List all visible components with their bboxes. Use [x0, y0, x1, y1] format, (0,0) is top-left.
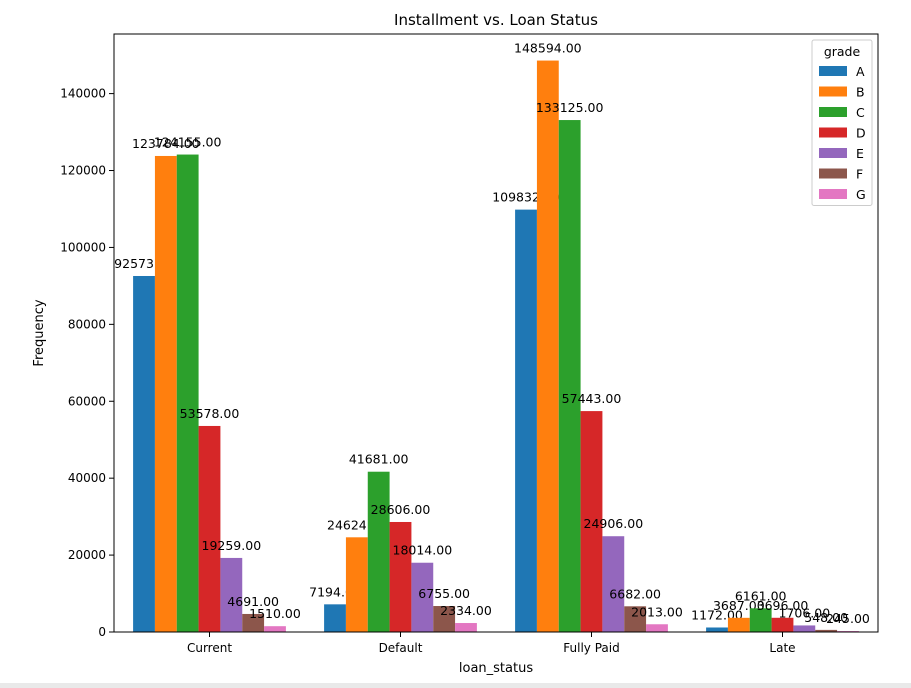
legend-label-e: E — [856, 146, 864, 161]
data-label: 57443.00 — [562, 391, 622, 406]
legend-label-b: B — [856, 85, 865, 100]
bar-f-late — [815, 629, 838, 632]
window-bottom-edge — [0, 683, 911, 688]
legend-swatch-d — [819, 127, 847, 138]
data-label: 19259.00 — [202, 538, 262, 553]
bar-g-current — [264, 626, 286, 632]
bar-a-late — [706, 627, 728, 632]
bar-d-default — [389, 521, 412, 632]
legend-label-d: D — [856, 126, 866, 141]
x-tick-label: Fully Paid — [563, 641, 619, 655]
data-label: 133125.00 — [536, 100, 604, 115]
x-tick-label: Default — [379, 641, 423, 655]
bar-g-default — [455, 623, 477, 632]
data-label: 18014.00 — [393, 543, 453, 558]
legend-swatch-a — [819, 66, 847, 76]
x-tick-label: Current — [187, 641, 232, 655]
legend-swatch-b — [819, 86, 847, 97]
data-label: 548.00 — [804, 610, 848, 625]
data-label: 3696.00 — [757, 598, 809, 613]
bar-c-fully-paid — [558, 120, 581, 632]
bar-a-fully-paid — [515, 209, 537, 632]
y-tick-label: 80000 — [68, 317, 106, 331]
data-label: 24906.00 — [584, 516, 644, 531]
bar-f-default — [433, 606, 456, 632]
data-label: 1706.00 — [778, 605, 830, 620]
bar-c-default — [367, 471, 390, 632]
data-label: 1510.00 — [249, 606, 301, 621]
bar-b-late — [727, 617, 750, 632]
chart-title: Installment vs. Loan Status — [394, 11, 598, 29]
bar-a-default — [324, 604, 346, 632]
data-label: 6161.00 — [735, 588, 787, 603]
bar-c-current — [176, 154, 199, 633]
y-tick-label: 20000 — [68, 548, 106, 562]
bar-e-late — [793, 625, 816, 632]
legend-label-a: A — [856, 64, 865, 79]
y-tick-label: 0 — [98, 625, 106, 639]
data-label: 2013.00 — [631, 604, 683, 619]
legend-swatch-c — [819, 107, 847, 117]
legend-swatch-g — [819, 189, 847, 199]
y-axis-label: Frequency — [32, 299, 47, 366]
bar-b-fully-paid — [536, 60, 559, 633]
data-label: 245.00 — [826, 611, 870, 626]
legend-frame — [811, 39, 873, 206]
plot-frame — [113, 33, 879, 633]
legend-title: grade — [824, 44, 861, 59]
data-label: 28606.00 — [371, 502, 431, 517]
y-tick-label: 140000 — [60, 87, 106, 101]
x-tick-label: Late — [769, 641, 795, 655]
y-tick-label: 40000 — [68, 471, 106, 485]
data-label: 2334.00 — [440, 603, 492, 618]
data-label: 53578.00 — [180, 406, 240, 421]
data-label: 6755.00 — [418, 586, 470, 601]
y-tick-label: 120000 — [60, 164, 106, 178]
data-label: 123784.00 — [132, 136, 200, 151]
legend-swatch-e — [819, 148, 847, 158]
bar-g-fully-paid — [646, 624, 668, 632]
plot-area: 0200004000060000800001000001200001400009… — [60, 33, 879, 655]
data-label: 6682.00 — [609, 586, 661, 601]
bar-d-current — [198, 425, 221, 632]
legend-swatch-f — [819, 168, 847, 179]
bar-b-current — [154, 155, 177, 632]
data-label: 124155.00 — [154, 135, 222, 150]
legend-label-g: G — [856, 187, 866, 202]
x-axis-label: loan_status — [459, 661, 533, 676]
bar-e-current — [220, 557, 243, 632]
legend-label-c: C — [856, 105, 865, 120]
bar-d-late — [771, 617, 794, 632]
bar-f-fully-paid — [624, 606, 647, 632]
bar-d-fully-paid — [580, 411, 603, 632]
data-label: 4691.00 — [227, 594, 279, 609]
bar-b-default — [345, 537, 368, 632]
bar-f-current — [242, 613, 265, 632]
y-tick-label: 60000 — [68, 394, 106, 408]
bar-c-late — [749, 608, 772, 632]
y-tick-label: 100000 — [60, 240, 106, 254]
bar-a-current — [133, 275, 155, 632]
data-label: 148594.00 — [514, 41, 582, 56]
bar-e-default — [411, 562, 434, 632]
data-label: 41681.00 — [349, 452, 409, 467]
legend-label-f: F — [856, 167, 863, 182]
bar-e-fully-paid — [602, 536, 625, 632]
